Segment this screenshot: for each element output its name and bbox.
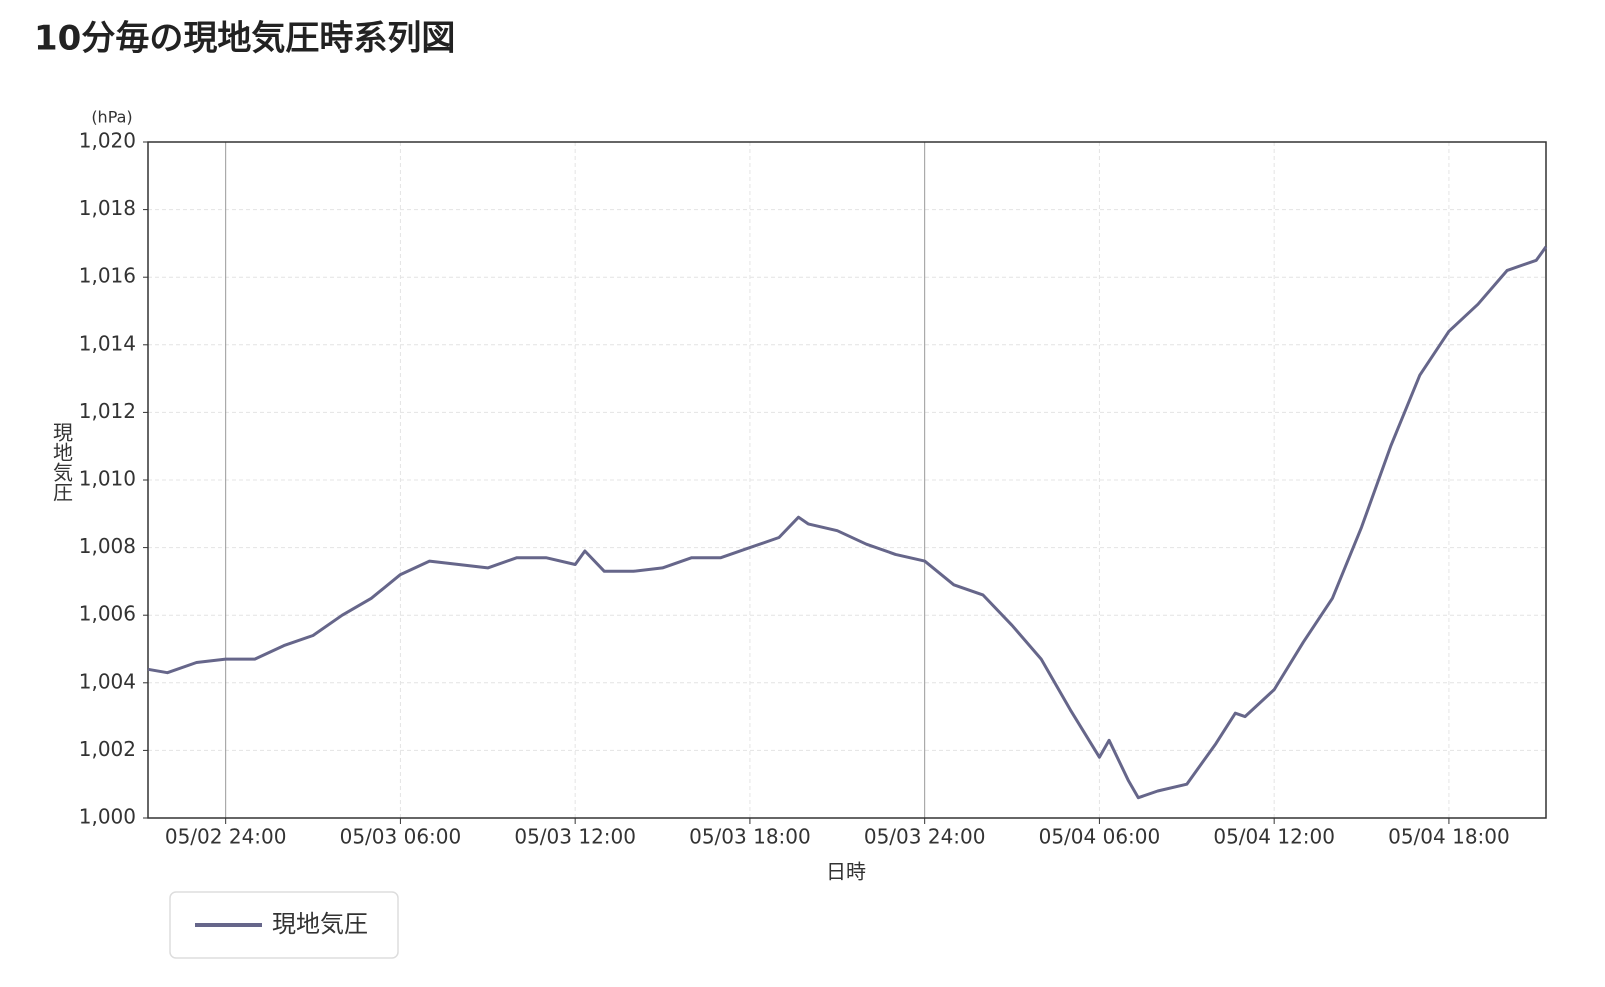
y-tick-label: 1,012	[79, 399, 136, 423]
legend-label: 現地気圧	[272, 910, 368, 938]
x-tick-label: 05/03 24:00	[864, 825, 986, 849]
x-tick-label: 05/04 18:00	[1388, 825, 1510, 849]
x-tick-label: 05/03 12:00	[514, 825, 636, 849]
y-tick-label: 1,006	[79, 602, 136, 626]
legend-box	[169, 891, 399, 959]
y-tick-label: 1,014	[79, 331, 136, 355]
data-line	[147, 245, 1548, 800]
y-tick-label: 1,016	[79, 264, 136, 288]
x-tick-label: 05/04 06:00	[1039, 825, 1161, 849]
chart-title: 10分毎の現地気圧時系列図	[34, 19, 455, 59]
plot-frame	[147, 141, 1547, 819]
x-tick-label: 05/03 18:00	[689, 825, 811, 849]
y-unit: (hPa)	[91, 108, 132, 127]
x-tick-label: 05/04 12:00	[1213, 825, 1335, 849]
y-tick-label: 1,004	[79, 669, 136, 693]
y-tick-label: 1,018	[79, 196, 136, 220]
y-tick-label: 1,010	[79, 467, 136, 491]
y-axis-label: 現地気圧	[50, 422, 74, 502]
x-axis-label: 日時	[826, 860, 866, 884]
x-tick-label: 05/03 06:00	[340, 825, 462, 849]
y-tick-label: 1,002	[79, 737, 136, 761]
y-tick-label: 1,008	[79, 534, 136, 558]
y-tick-label: 1,000	[79, 805, 136, 829]
x-tick-label: 05/02 24:00	[165, 825, 287, 849]
y-tick-label: 1,020	[79, 129, 136, 153]
